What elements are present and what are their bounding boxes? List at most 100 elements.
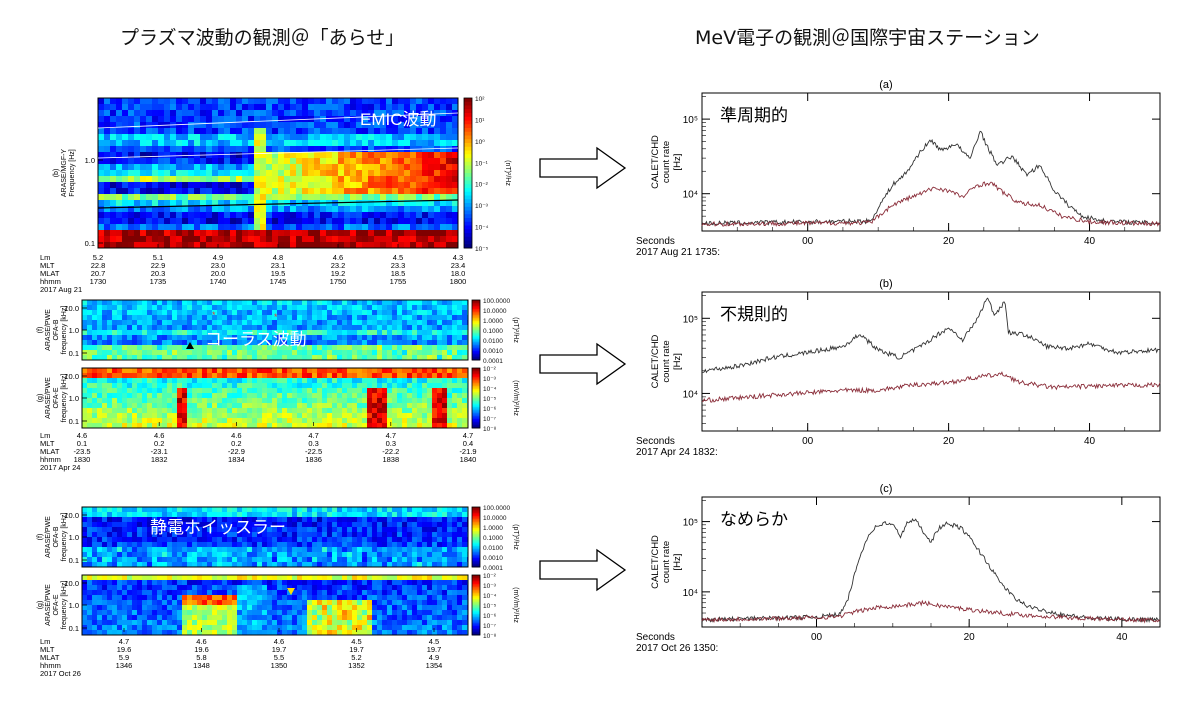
colorbar-tick-label: 10⁰ — [475, 139, 485, 146]
colorbar-tick-label: 0.0100 — [483, 545, 503, 552]
y-axis-label: CALET/CHD — [650, 535, 661, 589]
x-axis-label: Seconds — [636, 436, 675, 447]
colorbar-tick-label: 1.0000 — [483, 525, 503, 532]
panel-ylabel: ARASE/MGF-Y — [61, 149, 68, 198]
panel-ylabel: ARASE/PWE — [45, 377, 52, 419]
colorbar-tick-label: 0.1000 — [483, 328, 503, 335]
whistler-e-axis: (g) ARASE/PWE OFA-E frequency [kHz]10.0 1.0 0… — [37, 579, 87, 633]
whistler-b-colorbar: 100.0000 10.0000 1.0000 0.1000 0.0100 0.0010 0… — [471, 505, 519, 572]
ephemeris-value: 0.3 — [308, 439, 318, 448]
colorbar-tick-label: 10⁻² — [475, 182, 489, 189]
freq-tick-label: 10.0 — [64, 372, 79, 381]
proton-gyro-line — [97, 112, 459, 129]
arrow-1 — [539, 146, 627, 190]
ephemeris-value: -22.2 — [382, 447, 399, 456]
ephemeris-value: 20.0 — [211, 269, 226, 278]
ephemeris-value: 1840 — [460, 455, 477, 464]
ephemeris-value: 1750 — [330, 277, 347, 286]
ephemeris-value: 1836 — [305, 455, 322, 464]
panel-ylabel: OFA-E — [53, 387, 60, 408]
y-tick-label: 10⁵ — [683, 518, 698, 529]
colorbar-tick-label: 10⁻³ — [475, 203, 489, 210]
x-axis-label: Seconds — [636, 236, 675, 247]
ephemeris-row-label: MLT — [40, 261, 55, 270]
colorbar-tick-label: 0.0001 — [483, 358, 503, 365]
colorbar-tick-label: 10⁻⁵ — [483, 396, 497, 403]
ephemeris-row-label: MLT — [40, 439, 55, 448]
ephemeris-value: 5.2 — [351, 653, 361, 662]
y-axis-label: count rate — [661, 541, 672, 583]
colorbar-tick-label: 100.0000 — [483, 298, 510, 305]
ephemeris-value: 4.6 — [77, 431, 87, 440]
ephemeris-value: 5.1 — [153, 253, 163, 262]
colorbar-tick-label: 10⁻⁷ — [483, 623, 497, 630]
ephemeris-value: 0.2 — [154, 439, 164, 448]
x-axis-sublabel: 2017 Apr 24 1832: — [636, 447, 718, 458]
ephemeris-value: 23.1 — [271, 261, 286, 270]
ephemeris-value: 0.4 — [463, 439, 473, 448]
x-tick-label: 00 — [802, 236, 814, 247]
ephemeris-value: 1800 — [450, 277, 467, 286]
whistler-marker-triangle — [287, 588, 295, 595]
ephemeris-value: 0.3 — [386, 439, 396, 448]
ephemeris-value: 4.7 — [463, 431, 473, 440]
y-axis-label: [Hz] — [672, 154, 683, 171]
emic-colorbar: 10² 10¹ 10⁰ 10⁻¹ 10⁻² 10⁻³ 10⁻⁴ 10⁻⁵ (nT)²/Hz — [463, 96, 511, 253]
x-axis-sublabel: 2017 Oct 26 1350: — [636, 643, 718, 654]
ephemeris-value: 23.2 — [331, 261, 346, 270]
ephemeris-value: 4.7 — [308, 431, 318, 440]
x-tick-label: 20 — [943, 436, 955, 447]
chorus-e-colorbar: 10⁻² 10⁻³ 10⁻⁴ 10⁻⁵ 10⁻⁶ 10⁻⁷ 10⁻⁸ (mV/m)²/Hz — [471, 366, 519, 433]
colorbar-tick-label: 10.0000 — [483, 515, 507, 522]
count-rate-series-2 — [701, 599, 1161, 624]
heading-left: プラズマ波動の観測＠「あらせ」 — [120, 27, 405, 49]
colorbar-tick-label: 0.0001 — [483, 565, 503, 572]
ephemeris-value: 1348 — [193, 661, 210, 670]
ephemeris-value: 5.8 — [196, 653, 206, 662]
chorus-wave-label: コーラス波動 — [205, 330, 307, 349]
emic-axis: (b) ARASE/MGF-Y Frequency [Hz] 1.0 0.1 — [53, 149, 103, 248]
colorbar-unit: (mV/m)²/Hz — [512, 380, 519, 416]
ephemeris-value: 18.0 — [451, 269, 466, 278]
count-rate-series-2 — [702, 371, 1161, 403]
colorbar-unit: (pT)²/Hz — [512, 317, 519, 343]
count-rate-series-1 — [701, 517, 1161, 624]
colorbar-tick-label: 10⁻² — [483, 366, 497, 373]
panel-ylabel: ARASE/PWE — [45, 584, 52, 626]
colorbar-tick-label: 0.0010 — [483, 348, 503, 355]
x-tick-label: 00 — [811, 632, 823, 643]
arrow-3 — [539, 548, 627, 592]
count-rate-series-1 — [701, 130, 1161, 227]
freq-tick-label: 10.0 — [64, 511, 79, 520]
ephemeris-value: 20.7 — [91, 269, 106, 278]
ephemeris-value: 4.7 — [386, 431, 396, 440]
whistler-wave-label: 静電ホイッスラー — [150, 518, 286, 537]
plot-frame — [701, 92, 1161, 232]
x-axis-sublabel: 2017 Aug 21 1735: — [636, 247, 720, 258]
freq-tick-label: 1.0 — [69, 394, 79, 403]
freq-tick-label: 10.0 — [64, 304, 79, 313]
ephemeris-value: 0.1 — [77, 439, 87, 448]
ephemeris-value: -22.9 — [228, 447, 245, 456]
colorbar-tick-label: 10⁻⁷ — [483, 416, 497, 423]
ephemeris-value: 1832 — [151, 455, 168, 464]
chorus-marker-star: * — [274, 312, 278, 322]
whistler-electric-spectrogram — [81, 574, 469, 636]
freq-tick-label: 1.0 — [85, 156, 95, 165]
colorbar-tick-label: 10⁻⁵ — [483, 603, 497, 610]
y-axis-label: CALET/CHD — [650, 135, 661, 189]
y-axis-label: CALET/CHD — [650, 334, 661, 388]
colorbar-tick-label: 10⁻⁴ — [483, 386, 497, 393]
ephemeris-value: 5.9 — [119, 653, 129, 662]
ephemeris-value: 19.7 — [427, 645, 442, 654]
colorbar-tick-label: 10⁻³ — [483, 376, 497, 383]
colorbar-tick-label: 10⁻³ — [483, 583, 497, 590]
freq-tick-label: 1.0 — [69, 326, 79, 335]
colorbar-tick-label: 10⁻⁶ — [483, 406, 497, 413]
x-tick-label: 20 — [964, 632, 976, 643]
ephemeris-value: 5.5 — [274, 653, 284, 662]
ephemeris-value: -23.1 — [151, 447, 168, 456]
colorbar-tick-label: 0.1000 — [483, 535, 503, 542]
ephemeris-value: 1730 — [90, 277, 107, 286]
